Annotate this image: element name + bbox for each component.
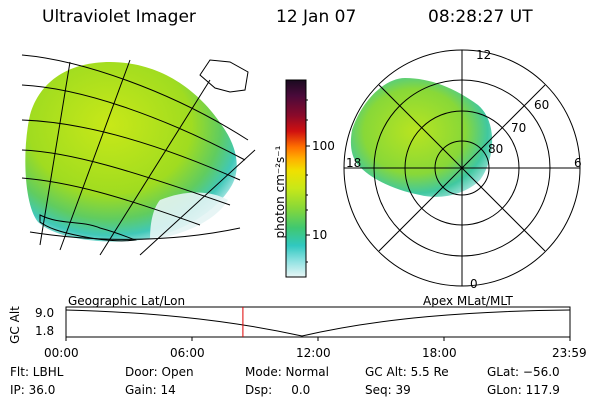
x-tick-2359: 23:59: [552, 346, 587, 360]
mlt-label-12: 12: [476, 48, 492, 62]
mlt-label-6: 6: [574, 156, 582, 170]
observation-date: 12 Jan 07: [276, 7, 357, 27]
mlat-label-70: 70: [511, 121, 527, 135]
filter-info: Flt: LBHL: [10, 365, 64, 379]
gc-alt-info: GC Alt: 5.5 Re: [365, 365, 449, 379]
mlt-label-18: 18: [346, 156, 362, 170]
dsp-info: Dsp: 0.0: [245, 383, 311, 397]
geographic-label: Geographic Lat/Lon: [68, 294, 186, 308]
mode-info: Mode: Normal: [245, 365, 329, 379]
y-tick-1-8: 1.8: [35, 324, 55, 338]
mlat-label-60: 60: [534, 98, 550, 112]
door-info: Door: Open: [125, 365, 194, 379]
y-tick-9: 9.0: [35, 306, 55, 320]
instrument-title: Ultraviolet Imager: [42, 7, 196, 27]
mlat-label-80: 80: [488, 142, 504, 156]
x-tick-0600: 06:00: [170, 346, 205, 360]
seq-info: Seq: 39: [365, 383, 411, 397]
glon-info: GLon: 117.9: [487, 383, 560, 397]
colorbar-tick-10: 10: [312, 228, 328, 242]
x-tick-1800: 18:00: [422, 346, 457, 360]
gain-info: Gain: 14: [125, 383, 176, 397]
colorbar-tick-100: 100: [312, 139, 335, 153]
mlt-label-0: 0: [470, 277, 478, 291]
observation-time: 08:28:27 UT: [428, 7, 533, 27]
x-tick-1200: 12:00: [296, 346, 331, 360]
apex-label: Apex MLat/MLT: [423, 294, 513, 308]
ip-info: IP: 36.0: [10, 383, 56, 397]
glat-info: GLat: −56.0: [487, 365, 560, 379]
x-tick-0000: 00:00: [44, 346, 79, 360]
